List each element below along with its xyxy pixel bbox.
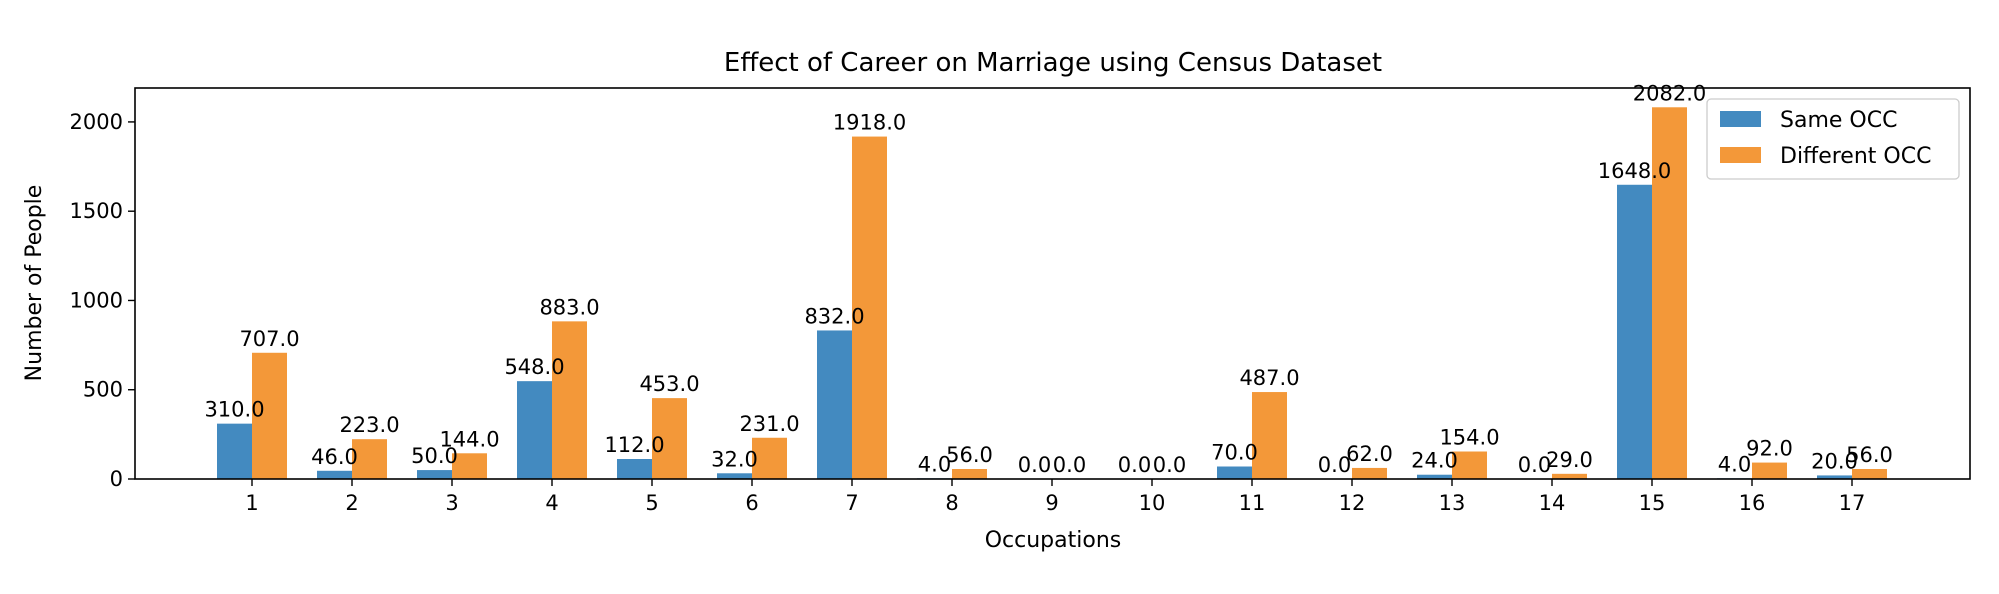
bar-same-occ-2 <box>317 470 352 479</box>
bar-different-occ-8 <box>952 469 987 479</box>
x-tick-label-16: 16 <box>1739 491 1766 515</box>
data-label-same-occ-1: 310.0 <box>204 398 264 422</box>
x-tick-label-13: 13 <box>1439 491 1466 515</box>
data-label-same-occ-9: 0.0 <box>1018 453 1051 477</box>
legend-box <box>1706 98 1960 180</box>
data-label-same-occ-11: 70.0 <box>1211 441 1258 465</box>
data-label-different-occ-4: 883.0 <box>539 295 599 319</box>
data-label-different-occ-16: 92.0 <box>1746 437 1793 461</box>
bar-different-occ-3 <box>452 453 487 479</box>
x-axis-label: Occupations <box>985 528 1122 553</box>
x-tick-label-8: 8 <box>945 491 958 515</box>
bar-different-occ-11 <box>1252 392 1287 479</box>
x-tick-label-6: 6 <box>745 491 758 515</box>
ticks-layer: 1 2 3 4 5 6 7 8 9 10 11 12 13 14 15 16 17050010001500200… <box>70 110 1866 515</box>
bar-different-occ-4 <box>552 321 587 479</box>
y-tick-label-2000: 2000 <box>70 110 123 134</box>
bar-different-occ-6 <box>752 437 787 479</box>
bars-layer <box>217 107 1887 479</box>
data-label-same-occ-6: 32.0 <box>711 447 758 471</box>
data-label-same-occ-7: 832.0 <box>804 304 864 328</box>
plot-frame <box>134 87 1971 480</box>
data-label-different-occ-10: 0.0 <box>1153 453 1186 477</box>
x-tick-label-4: 4 <box>545 491 558 515</box>
bar-different-occ-14 <box>1552 473 1587 479</box>
data-label-same-occ-17: 20.0 <box>1811 449 1858 473</box>
bar-different-occ-7 <box>852 136 887 479</box>
data-label-same-occ-2: 46.0 <box>311 445 358 469</box>
bar-same-occ-15 <box>1617 184 1652 479</box>
data-label-same-occ-5: 112.0 <box>604 433 664 457</box>
data-label-different-occ-13: 154.0 <box>1439 426 1499 450</box>
data-label-same-occ-13: 24.0 <box>1411 449 1458 473</box>
bar-different-occ-1 <box>252 352 287 479</box>
data-label-different-occ-2: 223.0 <box>339 413 399 437</box>
y-tick-label-500: 500 <box>83 378 123 402</box>
data-label-different-occ-14: 29.0 <box>1546 448 1593 472</box>
data-label-different-occ-15: 2082.0 <box>1633 81 1706 105</box>
bar-different-occ-16 <box>1752 462 1787 479</box>
data-label-same-occ-15: 1648.0 <box>1598 159 1671 183</box>
data-label-different-occ-1: 707.0 <box>239 327 299 351</box>
data-label-same-occ-8: 4.0 <box>918 452 951 476</box>
bar-different-occ-2 <box>352 439 387 479</box>
data-label-different-occ-5: 453.0 <box>639 372 699 396</box>
x-tick-label-7: 7 <box>845 491 858 515</box>
bar-different-occ-17 <box>1852 469 1887 479</box>
bar-same-occ-13 <box>1417 474 1452 479</box>
legend: Same OCC Different OCC <box>1706 98 1960 180</box>
bar-same-occ-11 <box>1217 466 1252 479</box>
legend-label-different-occ: Different OCC <box>1780 144 1931 169</box>
x-tick-label-1: 1 <box>245 491 258 515</box>
data-label-different-occ-12: 62.0 <box>1346 442 1393 466</box>
data-label-different-occ-9: 0.0 <box>1053 453 1086 477</box>
x-tick-label-2: 2 <box>345 491 358 515</box>
data-label-different-occ-3: 144.0 <box>439 427 499 451</box>
bar-same-occ-1 <box>217 423 252 479</box>
bar-different-occ-12 <box>1352 467 1387 479</box>
data-label-same-occ-12: 0.0 <box>1318 453 1351 477</box>
bar-different-occ-15 <box>1652 107 1687 479</box>
data-label-same-occ-14: 0.0 <box>1518 453 1551 477</box>
bar-same-occ-7 <box>817 330 852 479</box>
y-tick-label-1000: 1000 <box>70 288 123 312</box>
x-tick-label-14: 14 <box>1539 491 1566 515</box>
chart-title: Effect of Career on Marriage using Censu… <box>724 48 1382 78</box>
data-label-same-occ-4: 548.0 <box>504 355 564 379</box>
x-tick-label-3: 3 <box>445 491 458 515</box>
y-tick-label-0: 0 <box>110 467 123 491</box>
data-label-different-occ-6: 231.0 <box>739 412 799 436</box>
data-label-different-occ-8: 56.0 <box>946 443 993 467</box>
bar-same-occ-17 <box>1817 475 1852 479</box>
y-tick-label-1500: 1500 <box>70 199 123 223</box>
x-tick-label-12: 12 <box>1339 491 1366 515</box>
x-tick-label-11: 11 <box>1239 491 1266 515</box>
data-label-same-occ-10: 0.0 <box>1118 453 1151 477</box>
data-label-same-occ-16: 4.0 <box>1718 452 1751 476</box>
bar-different-occ-5 <box>652 398 687 479</box>
bar-same-occ-3 <box>417 470 452 479</box>
legend-swatch-different-occ <box>1720 147 1761 163</box>
x-tick-label-9: 9 <box>1045 491 1058 515</box>
y-axis-label: Number of People <box>22 185 47 382</box>
legend-swatch-same-occ <box>1720 111 1761 127</box>
bar-same-occ-4 <box>517 381 552 479</box>
bar-same-occ-6 <box>717 473 752 479</box>
data-label-same-occ-3: 50.0 <box>411 444 458 468</box>
legend-label-same-occ: Same OCC <box>1780 108 1897 133</box>
x-tick-label-17: 17 <box>1839 491 1866 515</box>
bar-different-occ-13 <box>1452 451 1487 479</box>
data-label-different-occ-7: 1918.0 <box>833 111 906 135</box>
x-tick-label-5: 5 <box>645 491 658 515</box>
bar-same-occ-5 <box>617 459 652 479</box>
x-tick-label-10: 10 <box>1139 491 1166 515</box>
x-tick-label-15: 15 <box>1639 491 1666 515</box>
data-label-different-occ-17: 56.0 <box>1846 443 1893 467</box>
data-label-different-occ-11: 487.0 <box>1239 366 1299 390</box>
